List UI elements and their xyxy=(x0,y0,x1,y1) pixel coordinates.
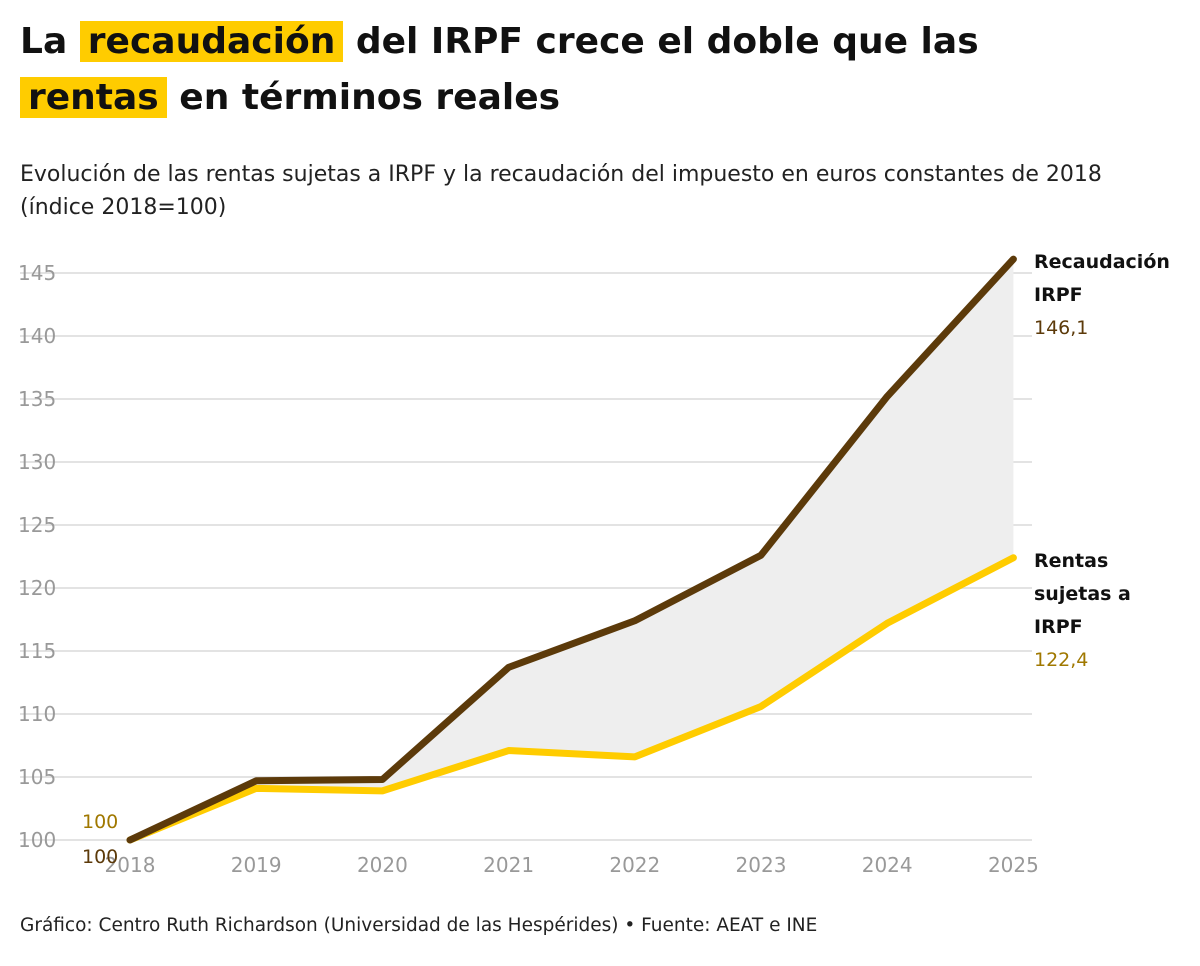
x-tick-label-2020: 2020 xyxy=(357,853,408,877)
series-label-rentas-0: Rentas xyxy=(1034,550,1108,572)
x-tick-label-2025: 2025 xyxy=(988,853,1039,877)
x-tick-label-2022: 2022 xyxy=(609,853,660,877)
y-tick-label-110: 110 xyxy=(18,702,56,726)
line-chart: 100 105 110 115 120 125 130 135 140 145 2018 2019 20… xyxy=(18,251,1170,877)
x-tick-label-2021: 2021 xyxy=(483,853,534,877)
y-tick-label-105: 105 xyxy=(18,765,56,789)
series-line-rentas xyxy=(126,554,1017,844)
title-part-3: en términos reales xyxy=(179,77,561,118)
series-label-rentas-1: sujetas a xyxy=(1034,583,1131,605)
labels: Recaudación IRPF 146,1 100 Rentas sujetas a IR… xyxy=(82,251,1170,868)
chart-subtitle: Evolución de las rentas sujetas a IRPF y… xyxy=(20,162,1102,220)
end-value-label-recaudacion: 146,1 xyxy=(1034,317,1088,339)
y-tick-label-120: 120 xyxy=(18,576,56,600)
area-between-series xyxy=(130,259,1014,840)
y-tick-label-145: 145 xyxy=(18,261,56,285)
series-line-recaudacion xyxy=(126,255,1017,844)
title-part-1: La xyxy=(20,21,68,62)
start-value-label-rentas: 100 xyxy=(82,811,118,833)
end-value-label-rentas: 122,4 xyxy=(1034,649,1088,671)
x-tick-label-2024: 2024 xyxy=(862,853,913,877)
series-lines xyxy=(126,255,1017,844)
series-label-recaudacion-1: IRPF xyxy=(1034,284,1083,306)
x-tick-label-2018: 2018 xyxy=(105,853,156,877)
start-value-label-recaudacion: 100 xyxy=(82,846,118,868)
y-tick-label-115: 115 xyxy=(18,639,56,663)
x-tick-label-2019: 2019 xyxy=(231,853,282,877)
y-tick-label-135: 135 xyxy=(18,387,56,411)
title-part-2: del IRPF crece el doble que las xyxy=(355,21,979,62)
gap-area xyxy=(130,259,1014,840)
y-tick-label-140: 140 xyxy=(18,324,56,348)
y-tick-label-125: 125 xyxy=(18,513,56,537)
chart-footer: Gráfico: Centro Ruth Richardson (Univers… xyxy=(20,915,818,936)
gridlines: 100 105 110 115 120 125 130 135 140 145 2018 2019 20… xyxy=(18,261,1039,877)
series-label-recaudacion-0: Recaudación xyxy=(1034,251,1170,273)
y-tick-label-100: 100 xyxy=(18,828,56,852)
title-highlight-recaudacion: recaudación xyxy=(79,21,344,62)
y-tick-label-130: 130 xyxy=(18,450,56,474)
series-label-rentas-2: IRPF xyxy=(1034,616,1083,638)
chart-title: La recaudación del IRPF crece el doble q… xyxy=(20,14,1180,126)
title-highlight-rentas: rentas xyxy=(20,77,167,118)
x-tick-label-2023: 2023 xyxy=(736,853,787,877)
